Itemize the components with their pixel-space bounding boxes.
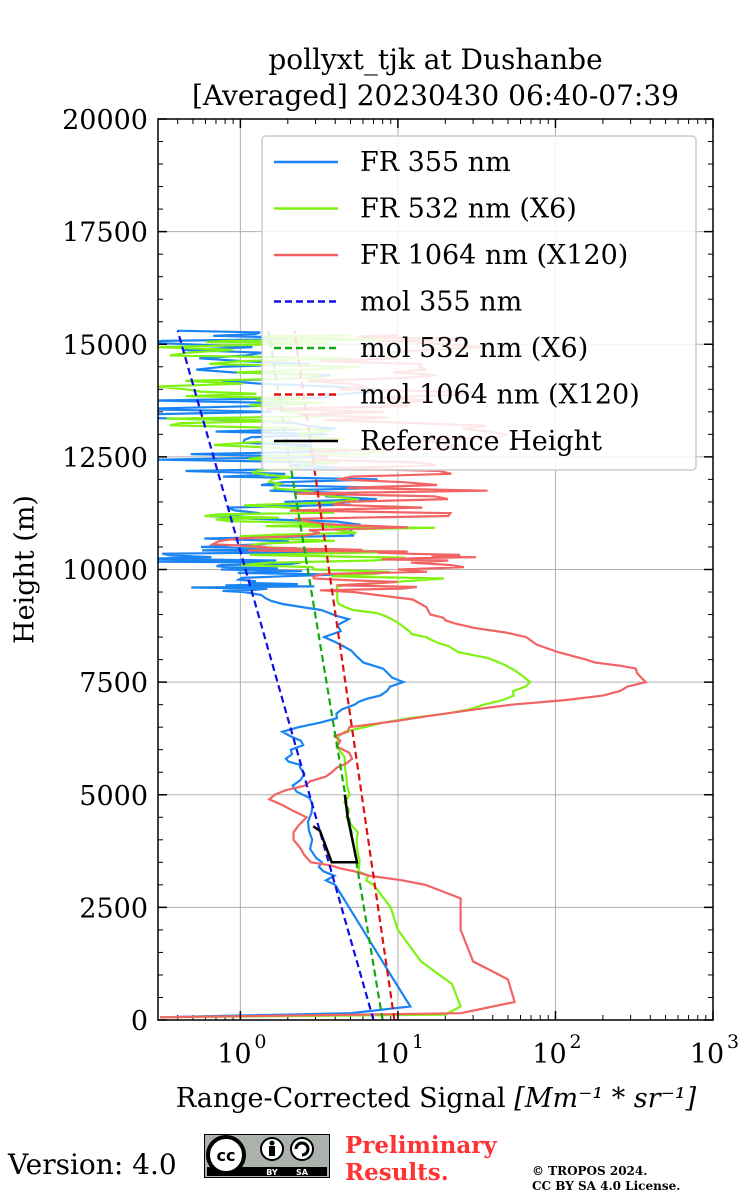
x-tick-label-exponent: 1: [412, 1031, 424, 1053]
x-tick-label: 10: [217, 1039, 251, 1070]
copyright-note: © TROPOS 2024. CC BY SA 4.0 License.: [532, 1164, 680, 1194]
legend-box: [261, 135, 697, 471]
legend-label: FR 1064 nm (X120): [360, 240, 628, 271]
legend-label: mol 532 nm (X6): [360, 333, 588, 364]
preliminary-line-1: Preliminary: [345, 1132, 497, 1159]
legend-label: mol 1064 nm (X120): [360, 380, 640, 411]
series-line-4: [267, 330, 384, 1020]
chart-title-line-2: [Averaged] 20230430 06:40-07:39: [192, 79, 679, 112]
y-tick-label: 0: [131, 1006, 148, 1037]
series-line-5: [293, 330, 396, 1020]
x-tick-label-exponent: 0: [254, 1031, 266, 1053]
y-tick-label: 20000: [62, 105, 148, 136]
x-axis-label: Range-Corrected Signal [Mm⁻¹ * sr⁻¹]: [176, 1083, 697, 1114]
x-tick-label: 10: [690, 1039, 724, 1070]
y-tick-label: 7500: [79, 668, 148, 699]
legend-label: Reference Height: [360, 426, 602, 457]
legend: FR 355 nm FR 532 nm (X6) FR 1064 nm (X120)…: [261, 135, 697, 471]
by-icon: [260, 1137, 284, 1161]
copyright-line-2: CC BY SA 4.0 License.: [532, 1179, 681, 1193]
chart-title-line-1: pollyxt_tjk at Dushanbe: [268, 43, 603, 76]
y-tick-label: 15000: [62, 330, 148, 361]
series-line-0: [158, 329, 413, 1019]
badge-by-label: BY: [266, 1168, 278, 1177]
y-tick-label: 12500: [62, 443, 148, 474]
x-tick-label: 10: [375, 1039, 409, 1070]
y-tick-label: 10000: [62, 556, 148, 587]
x-tick-label-exponent: 3: [727, 1031, 739, 1053]
copyright-line-1: © TROPOS 2024.: [532, 1164, 648, 1178]
cc-by-sa-license-badge: cc BY SA: [204, 1134, 330, 1178]
badge-sa-label: SA: [296, 1168, 309, 1177]
cc-icon: cc: [206, 1135, 246, 1175]
x-axis-label-text: Range-Corrected Signal: [176, 1083, 514, 1114]
svg-text:cc: cc: [217, 1146, 236, 1165]
x-axis-label-units: [Mm⁻¹ * sr⁻¹]: [514, 1083, 696, 1114]
y-axis-label: Height (m): [9, 495, 40, 644]
series-line-6: [312, 794, 359, 864]
preliminary-results-note: Preliminary Results.: [345, 1132, 497, 1186]
preliminary-line-2: Results.: [345, 1159, 449, 1186]
legend-label: FR 355 nm: [360, 147, 511, 178]
legend-label: FR 532 nm (X6): [360, 194, 577, 225]
series-line-3: [176, 330, 375, 1020]
legend-label: mol 355 nm: [360, 287, 522, 318]
x-tick-label: 10: [532, 1039, 566, 1070]
sa-icon: [290, 1137, 314, 1161]
y-tick-label: 2500: [79, 893, 148, 924]
version-label: Version: 4.0: [8, 1148, 177, 1181]
series-group: [158, 329, 648, 1020]
y-tick-label: 17500: [62, 218, 148, 249]
y-tick-label: 5000: [79, 781, 148, 812]
x-tick-label-exponent: 2: [569, 1031, 581, 1053]
chart-plot: 10 0 10 1 10 2 10 30250050007500100001250015000…: [9, 105, 739, 1114]
